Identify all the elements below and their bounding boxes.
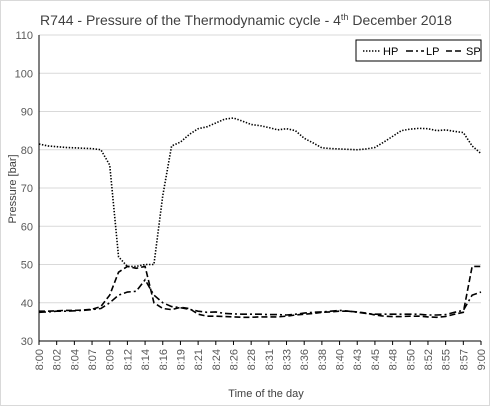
x-tick-label: 8:52 [423,349,435,370]
x-tick-label: 8:19 [175,349,187,370]
y-tick-label: 70 [21,183,33,195]
x-tick-label: 8:00 [34,349,46,370]
series-lines [38,117,482,319]
chart-title-main: R744 - Pressure of the Thermodynamic cyc… [40,12,341,28]
x-tick-label: 8:07 [87,349,99,370]
y-tick-label: 40 [21,298,33,310]
y-tick-label: 100 [15,68,33,80]
y-tick-label: 110 [15,30,33,42]
series-line-hp [38,117,482,268]
x-tick-label: 8:02 [52,349,64,370]
y-tick-label: 30 [21,336,33,348]
y-tick-labels: 30 40 50 60 70 80 90 100 110 [15,30,33,348]
x-tick-label: 8:04 [69,349,81,370]
series-line-sp [39,265,481,319]
chart-title-superscript: th [341,12,349,22]
y-tick-label: 50 [21,260,33,272]
x-tick-label: 8:21 [193,349,205,370]
axes [38,35,482,345]
x-tick-label: 8:36 [299,349,311,370]
x-tick-label: 8:12 [122,349,134,370]
legend: HP LP SP [355,39,482,62]
x-tick-label: 8:55 [441,349,453,370]
x-tick-label: 8:57 [458,349,470,370]
x-tick-label: 8:31 [264,349,276,370]
x-tick-label: 8:38 [317,349,329,370]
x-axis-title: Time of the day [228,388,304,400]
x-tick-label: 8:09 [105,349,117,370]
y-axis-title: Pressure [bar] [7,154,19,223]
x-tick-label: 8:26 [228,349,240,370]
x-tick-label: 8:33 [282,349,294,370]
y-tick-label: 60 [21,221,33,233]
legend-label-lp: LP [426,46,439,58]
x-tick-label: 8:43 [352,349,364,370]
x-tick-label: 8:28 [246,349,258,370]
legend-label-hp: HP [383,46,398,58]
legend-box [355,39,482,62]
chart-title-tail: December 2018 [348,12,452,28]
x-tick-label: 9:00 [476,349,488,370]
gridlines [39,34,481,342]
x-tick-label: 8:14 [140,349,152,370]
x-tick-label: 8:24 [211,349,223,370]
x-tick-label: 8:48 [388,349,400,370]
y-tick-label: 80 [21,145,33,157]
x-tick-label: 8:50 [405,349,417,370]
x-tick-labels: 8:00 8:02 8:04 8:07 8:09 8:12 8:14 8:16 8:19 8:21… [34,349,488,370]
y-tick-label: 90 [21,107,33,119]
x-tick-label: 8:45 [370,349,382,370]
chart-title: R744 - Pressure of the Thermodynamic cyc… [40,12,452,28]
x-tick-label: 8:40 [335,349,347,370]
legend-label-sp: SP [466,46,481,58]
x-tick-label: 8:16 [158,349,170,370]
series-line-lp [38,278,482,316]
